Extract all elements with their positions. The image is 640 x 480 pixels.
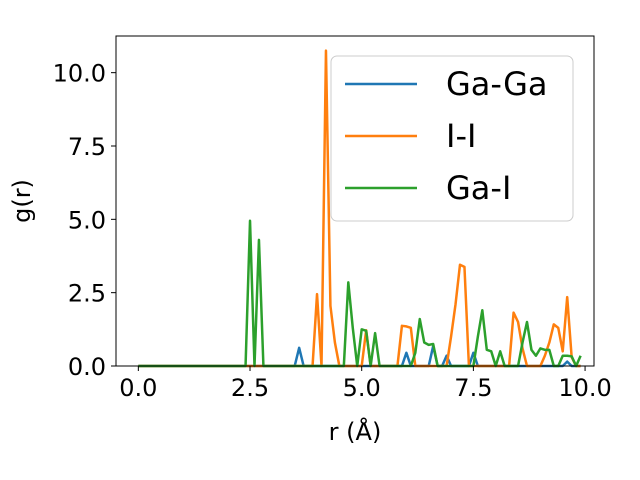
y-tick-label: 0.0 (68, 353, 106, 381)
x-axis-label: r (Å) (329, 417, 382, 446)
x-tick-label: 10.0 (558, 374, 611, 402)
y-axis: 0.0 2.5 5.0 7.5 10.0 (53, 60, 116, 381)
plot-frame (115, 35, 595, 367)
y-tick-label: 10.0 (53, 60, 106, 88)
legend-label-ga-i: Ga-I (446, 169, 511, 207)
x-tick-label: 7.5 (454, 374, 492, 402)
x-tick-label: 0.0 (119, 374, 157, 402)
series-line-ga-i (138, 219, 582, 368)
legend-label-ga-ga: Ga-Ga (446, 65, 548, 103)
x-tick-label: 5.0 (343, 374, 381, 402)
legend: Ga-Ga I-I Ga-I (330, 55, 574, 222)
legend-box (330, 55, 574, 222)
y-axis-label: g(r) (8, 179, 36, 223)
y-tick-label: 7.5 (68, 133, 106, 161)
series-line-i-i (138, 49, 581, 368)
x-tick-label: 2.5 (231, 374, 269, 402)
legend-label-i-i: I-I (446, 117, 476, 155)
y-tick-label: 2.5 (68, 280, 106, 308)
x-axis: 0.0 2.5 5.0 7.5 10.0 (119, 366, 612, 402)
y-tick-label: 5.0 (68, 206, 106, 234)
